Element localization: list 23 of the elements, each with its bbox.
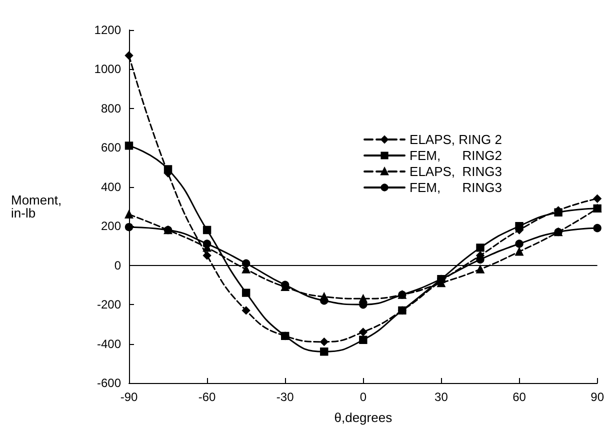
x-tick-label: -60 (198, 390, 216, 404)
y-axis-title: Moment, in-lb (11, 192, 62, 220)
x-axis-title: θ,degrees (334, 410, 393, 425)
y-tick-label: 0 (114, 258, 122, 272)
x-tick-label: 0 (360, 390, 367, 404)
y-tick-label: -200 (96, 298, 122, 312)
legend-label: ELAPS, RING3 (410, 164, 502, 179)
y-tick-label: 1000 (94, 62, 122, 76)
y-tick-label: -400 (96, 336, 122, 351)
y-tick-label: 1200 (94, 23, 122, 37)
y-tick-label: -600 (96, 376, 122, 390)
legend-label: FEM, RING3 (410, 180, 502, 195)
x-tick-label: 60 (512, 390, 526, 404)
y-tick-label: 400 (100, 180, 122, 194)
legend-label: FEM, RING2 (410, 148, 502, 163)
y-tick-label: 600 (100, 140, 122, 155)
x-tick-label: -90 (120, 390, 138, 404)
x-tick-label: 90 (590, 390, 604, 404)
x-tick-label: 30 (434, 390, 448, 404)
y-tick-label: 800 (100, 101, 122, 116)
legend-label: ELAPS, RING 2 (410, 132, 502, 147)
x-tick-label: -30 (276, 390, 294, 404)
y-tick-label: 200 (100, 219, 122, 234)
